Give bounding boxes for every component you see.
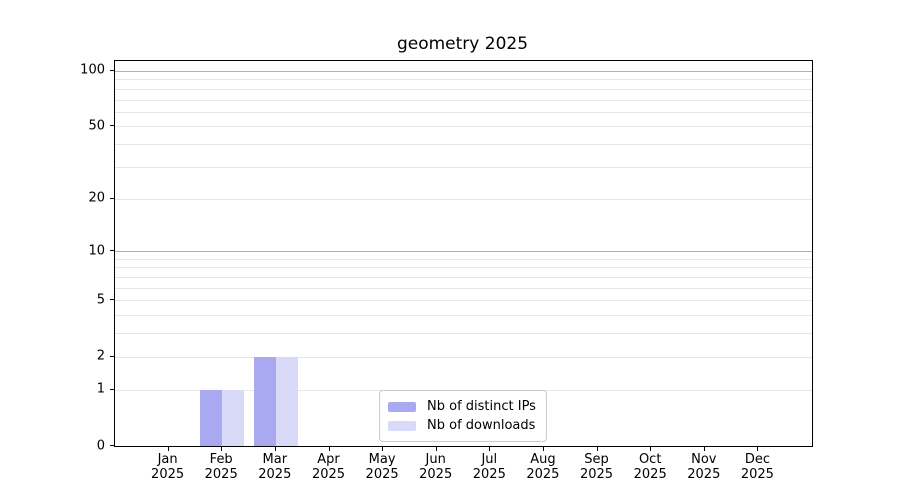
x-tick-month: Jun: [425, 452, 446, 467]
gridline-minor: [115, 258, 812, 260]
x-tick-year: 2025: [687, 467, 721, 482]
x-tick-label: Jul 2025: [461, 452, 517, 482]
y-tick: [110, 125, 114, 127]
y-tick-label: 100: [80, 62, 105, 78]
y-tick: [110, 388, 114, 390]
x-tick-label: Apr 2025: [301, 452, 357, 482]
x-tick-month: Jan: [157, 452, 178, 467]
x-tick: [703, 446, 705, 451]
x-tick-year: 2025: [740, 467, 774, 482]
y-tick-label: 50: [88, 118, 105, 134]
x-tick-month: Mar: [262, 452, 288, 467]
y-tick: [110, 299, 114, 301]
legend-item-distinct-ips: Nb of distinct IPs: [388, 397, 536, 416]
x-tick-year: 2025: [526, 467, 560, 482]
x-tick-label: Jan 2025: [140, 452, 196, 482]
x-tick: [435, 446, 437, 451]
gridline-minor: [115, 287, 812, 289]
x-tick-month: Dec: [744, 452, 770, 467]
gridline-minor: [115, 300, 812, 302]
x-tick-month: Apr: [317, 452, 340, 467]
x-tick: [596, 446, 598, 451]
x-tick-month: Nov: [691, 452, 717, 467]
y-tick-label: 5: [96, 292, 105, 308]
x-tick: [328, 446, 330, 451]
y-tick: [110, 197, 114, 199]
legend-label-downloads: Nb of downloads: [427, 417, 536, 433]
x-tick-year: 2025: [311, 467, 346, 482]
x-tick-year: 2025: [151, 467, 185, 482]
chart-title: geometry 2025: [396, 34, 529, 54]
y-tick-label: 2: [96, 348, 105, 364]
gridline-minor: [115, 333, 812, 335]
legend-item-downloads: Nb of downloads: [388, 416, 536, 435]
bar: [253, 356, 276, 446]
gridline-minor: [115, 79, 812, 81]
x-tick-year: 2025: [204, 467, 238, 482]
y-tick-label: 10: [88, 243, 105, 259]
gridline-minor: [115, 88, 812, 90]
x-tick-month: Sep: [584, 452, 609, 467]
bar: [200, 389, 223, 446]
x-tick-label: Jun 2025: [408, 452, 464, 482]
x-tick-year: 2025: [258, 467, 292, 482]
legend-label-distinct-ips: Nb of distinct IPs: [427, 398, 536, 414]
y-tick: [110, 69, 114, 71]
x-tick-year: 2025: [419, 467, 453, 482]
x-tick-month: Oct: [638, 452, 662, 467]
x-tick-year: 2025: [472, 467, 506, 482]
x-tick-label: Sep 2025: [569, 452, 625, 482]
x-tick: [542, 446, 544, 451]
plot-area: Nb of distinct IPs Nb of downloads: [114, 60, 813, 447]
x-tick-month: May: [368, 452, 396, 467]
gridline-minor: [115, 126, 812, 128]
x-tick-label: Oct 2025: [622, 452, 678, 482]
x-tick: [757, 446, 759, 451]
gridline-minor: [115, 99, 812, 101]
legend: Nb of distinct IPs Nb of downloads: [379, 390, 547, 442]
y-tick-label: 20: [88, 190, 105, 206]
bar: [222, 389, 245, 446]
x-tick-label: Dec 2025: [729, 452, 785, 482]
x-tick-month: Feb: [209, 452, 233, 467]
x-tick-year: 2025: [365, 467, 399, 482]
gridline-minor: [115, 166, 812, 168]
legend-swatch-downloads: [388, 420, 416, 431]
gridline-minor: [115, 267, 812, 269]
gridline-minor: [115, 144, 812, 146]
x-tick-label: Mar 2025: [247, 452, 303, 482]
x-tick: [489, 446, 491, 451]
gridline-minor: [115, 198, 812, 200]
x-tick-label: Nov 2025: [676, 452, 732, 482]
x-tick: [650, 446, 652, 451]
y-tick: [110, 445, 114, 446]
legend-swatch-distinct-ips: [388, 401, 416, 412]
y-tick: [110, 250, 114, 252]
x-tick-label: Feb 2025: [193, 452, 249, 482]
x-tick-year: 2025: [633, 467, 667, 482]
gridline-minor: [115, 277, 812, 278]
x-tick-month: Jul: [481, 452, 498, 467]
x-tick: [221, 446, 223, 451]
x-tick-label: Aug 2025: [515, 452, 571, 482]
x-tick-year: 2025: [579, 467, 614, 482]
gridline-minor: [115, 315, 812, 317]
x-tick: [167, 446, 169, 451]
bar: [275, 356, 298, 446]
gridline-minor: [115, 356, 812, 358]
gridline-major: [115, 70, 812, 72]
y-tick-label: 0: [96, 438, 105, 453]
y-tick: [110, 355, 114, 357]
gridline-minor: [115, 111, 812, 113]
x-tick: [274, 446, 276, 451]
x-tick-month: Aug: [530, 452, 556, 467]
y-tick-label: 1: [96, 381, 105, 397]
x-tick: [382, 446, 384, 451]
gridline-major: [115, 251, 812, 253]
x-tick-label: May 2025: [354, 452, 410, 482]
